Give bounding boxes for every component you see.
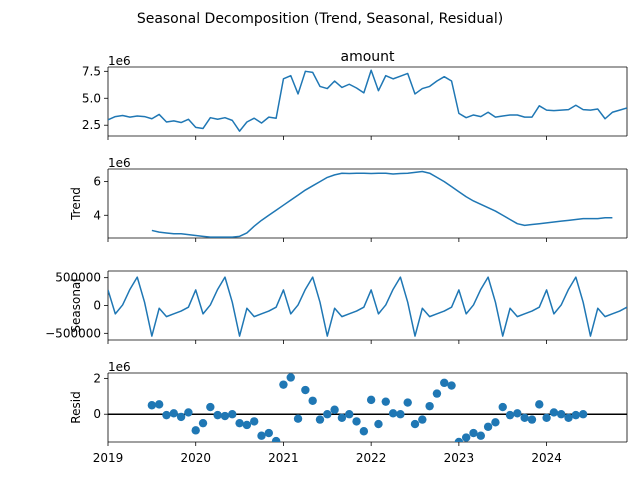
residual-point <box>564 413 573 423</box>
plot-area <box>151 170 613 238</box>
residual-point <box>396 410 405 419</box>
residual-point <box>498 402 507 412</box>
residual-point <box>542 413 551 423</box>
residual-point <box>242 420 252 430</box>
panels: 2.5 5.0 7.5 1e6 amount 4 6 1e6 Trend −500000 0 5000… <box>45 49 628 465</box>
residual-point <box>330 405 339 414</box>
residual-point <box>286 373 295 382</box>
y-axis-label: Trend <box>69 187 83 221</box>
residual-point <box>154 400 164 409</box>
panel-trend: 4 6 1e6 Trend <box>69 156 628 242</box>
axis-exponent-label: 1e6 <box>108 54 131 68</box>
trend-series-line <box>151 170 613 238</box>
residual-point <box>513 409 522 418</box>
residual-point <box>220 411 230 421</box>
x-tick-label: 2022 <box>356 451 387 465</box>
residual-point <box>323 410 332 419</box>
residual-point <box>213 410 222 420</box>
y-tick-label: 2.5 <box>82 118 101 132</box>
residual-point <box>257 431 266 440</box>
y-tick-label: 6 <box>93 175 101 189</box>
residual-point <box>454 437 464 442</box>
residual-point <box>425 401 434 411</box>
panel-residual: 2019 2020 2021 2022 2023 2024 0 2 1e6 Resid <box>69 360 628 465</box>
y-tick-label: 4 <box>93 208 101 222</box>
residual-point <box>359 427 369 436</box>
residual-point <box>345 410 354 419</box>
residual-point <box>279 380 288 389</box>
residual-point <box>469 428 478 438</box>
x-tick-label: 2023 <box>444 451 475 465</box>
residual-point <box>293 414 303 423</box>
residual-point <box>483 422 493 431</box>
residual-point <box>176 412 186 422</box>
residual-point <box>147 401 157 410</box>
y-tick-label: 500000 <box>55 271 101 285</box>
y-tick-label: 0 <box>93 299 101 313</box>
plot-area <box>108 69 627 132</box>
residual-point <box>352 417 361 426</box>
y-tick-label: 7.5 <box>82 64 101 78</box>
residual-point <box>418 415 427 424</box>
figure-title: Seasonal Decomposition (Trend, Seasonal,… <box>137 11 503 27</box>
residual-point <box>535 400 544 409</box>
panel-observed: 2.5 5.0 7.5 1e6 amount <box>82 49 628 140</box>
residual-point <box>410 419 420 429</box>
plot-area <box>108 276 627 337</box>
residual-point <box>198 418 208 428</box>
residual-point <box>388 409 398 418</box>
residual-point <box>249 417 259 426</box>
y-tick-label: 0 <box>93 407 101 421</box>
plot-area <box>108 373 627 442</box>
residual-point <box>557 410 566 419</box>
seasonal-series-line <box>108 276 627 337</box>
y-tick-label: −500000 <box>45 326 101 340</box>
y-axis-label: Resid <box>69 391 83 423</box>
axis-exponent-label: 1e6 <box>108 156 131 170</box>
residual-point <box>461 433 471 442</box>
residual-point <box>476 431 486 440</box>
y-tick-label: 5.0 <box>82 91 101 105</box>
residual-point <box>366 395 376 405</box>
residual-point <box>549 408 559 417</box>
residual-point <box>191 426 200 435</box>
residual-point <box>337 413 347 423</box>
panel-title: amount <box>340 49 395 65</box>
residual-point <box>447 381 456 390</box>
x-tick-label: 2020 <box>180 451 211 465</box>
residual-point <box>315 415 325 424</box>
residual-point <box>381 397 390 406</box>
residual-point <box>403 398 412 407</box>
residual-point <box>169 409 178 418</box>
residual-point <box>505 410 515 420</box>
axis-exponent-label: 1e6 <box>108 360 131 374</box>
residual-point <box>162 410 171 420</box>
x-tick-label: 2019 <box>93 451 124 465</box>
residual-point <box>228 410 237 419</box>
x-tick-label: 2021 <box>268 451 299 465</box>
residual-point <box>571 410 581 420</box>
residual-point <box>206 402 215 412</box>
residual-point <box>527 415 537 424</box>
residual-point <box>432 389 442 398</box>
residual-point <box>491 418 500 427</box>
residual-point <box>440 378 449 388</box>
residual-point <box>374 419 383 429</box>
residual-point <box>578 410 588 419</box>
residual-point <box>308 396 317 405</box>
y-axis-label: Seasonal <box>69 278 83 332</box>
residual-point <box>235 418 244 428</box>
residual-point <box>271 436 281 442</box>
y-tick-label: 2 <box>93 371 101 385</box>
residual-point <box>184 408 193 417</box>
residual-point <box>301 385 310 395</box>
residual-point <box>264 428 274 438</box>
residual-point <box>520 413 529 423</box>
observed-series-line <box>108 69 627 132</box>
x-tick-label: 2024 <box>531 451 562 465</box>
